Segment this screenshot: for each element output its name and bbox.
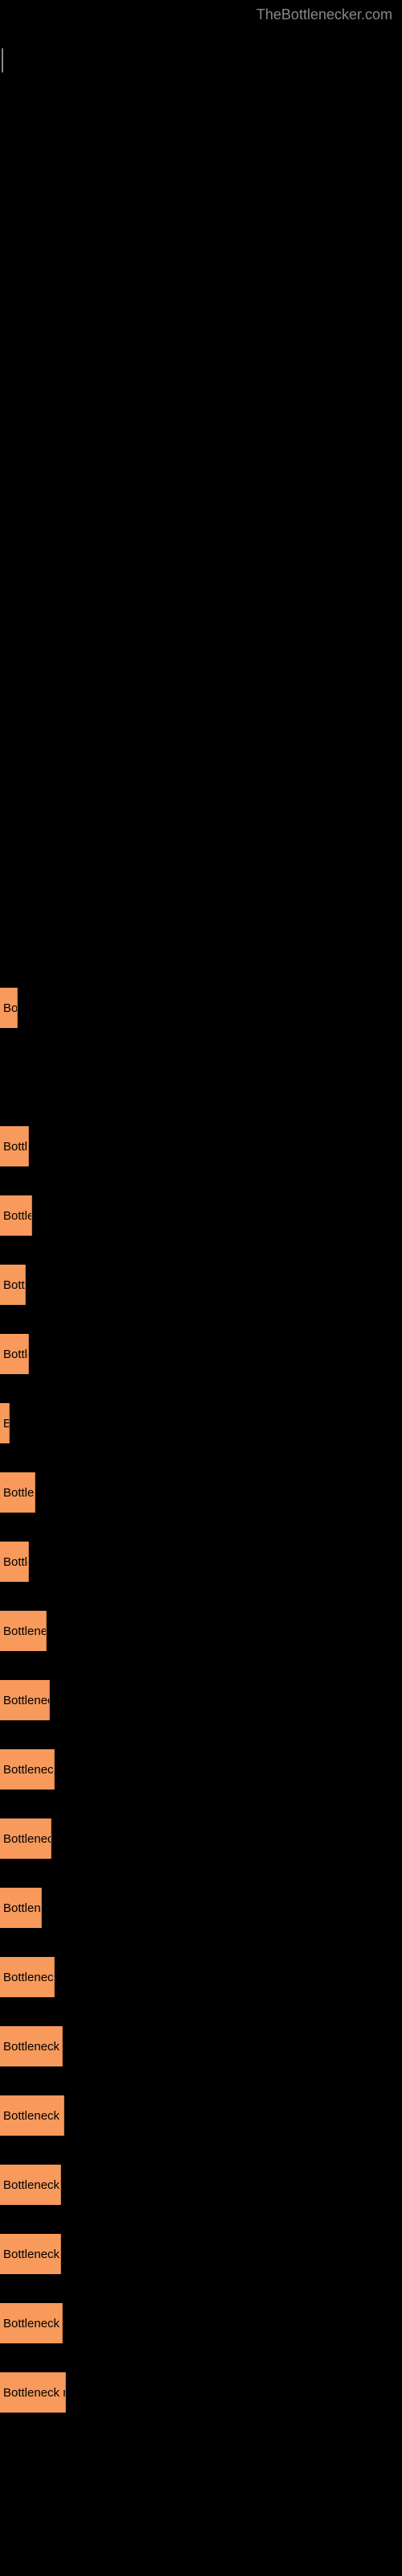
bottleneck-bar: Bottl bbox=[0, 1265, 26, 1305]
bottleneck-bar: Bottleneck res bbox=[0, 1818, 51, 1859]
bottleneck-bar: Bottleneck result bbox=[0, 2026, 63, 2066]
bottleneck-bar: Bottle bbox=[0, 1334, 29, 1374]
bottleneck-bar: Bottleneck result bbox=[0, 2303, 63, 2343]
bottleneck-bar: Bottleneck result bbox=[0, 2095, 64, 2136]
bottleneck-bar: Bottleneck result bbox=[0, 2372, 66, 2413]
site-title: TheBottlenecker.com bbox=[256, 6, 392, 23]
bottleneck-bar: B bbox=[0, 1403, 10, 1443]
bottleneck-bar: Bottleneck resu bbox=[0, 1957, 55, 1997]
bottleneck-bar: Bottlene bbox=[0, 1472, 35, 1513]
side-marker bbox=[2, 48, 3, 72]
bottleneck-bar: Bottleneck result bbox=[0, 2165, 61, 2205]
site-header: TheBottlenecker.com bbox=[0, 0, 402, 30]
bottleneck-bar: Bottleneck result bbox=[0, 1749, 55, 1790]
bottleneck-bar: Bottl bbox=[0, 1126, 29, 1166]
bottleneck-bar: Bottleneck result bbox=[0, 2234, 61, 2274]
bottleneck-bar: Bottle bbox=[0, 1542, 29, 1582]
bottleneck-bar: Bottleneck res bbox=[0, 1680, 50, 1720]
bottleneck-bar: Bottleneck r bbox=[0, 1888, 42, 1928]
bottleneck-bar: Bottlene bbox=[0, 1195, 32, 1236]
bottleneck-bar: Bo bbox=[0, 988, 18, 1028]
bottleneck-bar: Bottleneck re bbox=[0, 1611, 47, 1651]
